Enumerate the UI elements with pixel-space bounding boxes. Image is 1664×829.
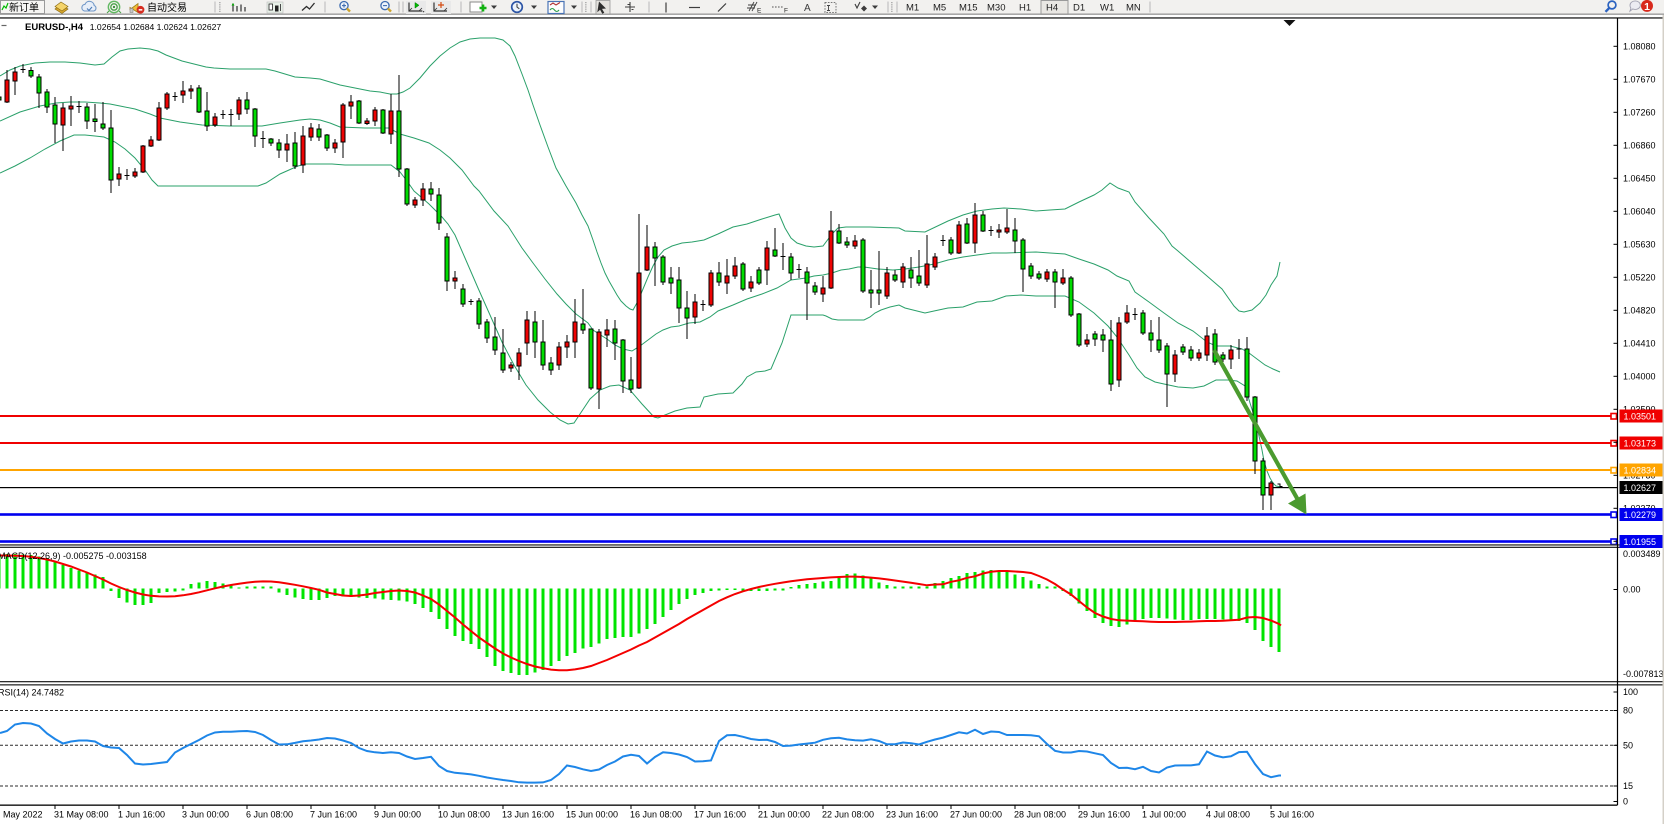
svg-text:May 2022: May 2022 — [3, 810, 43, 820]
svg-text:16 Jun 08:00: 16 Jun 08:00 — [630, 810, 682, 820]
svg-text:1.03501: 1.03501 — [1624, 411, 1657, 421]
svg-text:1.08080: 1.08080 — [1623, 42, 1656, 52]
svg-text:0: 0 — [1623, 797, 1628, 807]
svg-text:29 Jun 16:00: 29 Jun 16:00 — [1078, 810, 1130, 820]
svg-text:1.04000: 1.04000 — [1623, 372, 1656, 382]
svg-text:1.06860: 1.06860 — [1623, 141, 1656, 151]
svg-text:13 Jun 16:00: 13 Jun 16:00 — [502, 810, 554, 820]
svg-text:50: 50 — [1623, 741, 1633, 751]
svg-text:EURUSD-,H4 1.02654 1.02684 1.: EURUSD-,H4 1.02654 1.02684 1.02624 1.026… — [25, 22, 221, 33]
svg-text:W1: W1 — [1100, 3, 1114, 14]
svg-text:10 Jun 08:00: 10 Jun 08:00 — [438, 810, 490, 820]
svg-text:1.07670: 1.07670 — [1623, 75, 1656, 85]
svg-text:15 Jun 00:00: 15 Jun 00:00 — [566, 810, 618, 820]
svg-text:RSI(14) 24.7482: RSI(14) 24.7482 — [0, 688, 64, 698]
svg-text:F: F — [784, 8, 788, 15]
svg-text:M1: M1 — [906, 3, 919, 14]
svg-text:6 Jun 08:00: 6 Jun 08:00 — [246, 810, 293, 820]
svg-text:D1: D1 — [1073, 3, 1085, 14]
svg-text:1.03173: 1.03173 — [1624, 438, 1657, 448]
svg-text:1.02627: 1.02627 — [1624, 483, 1657, 493]
svg-text:H4: H4 — [1046, 3, 1058, 14]
svg-text:1 Jul 00:00: 1 Jul 00:00 — [1142, 810, 1186, 820]
svg-text:A: A — [804, 3, 811, 14]
svg-text:1: 1 — [1644, 1, 1650, 13]
svg-text:0.003489: 0.003489 — [1623, 549, 1661, 559]
svg-text:5 Jul 16:00: 5 Jul 16:00 — [1270, 810, 1314, 820]
svg-text:3 Jun 00:00: 3 Jun 00:00 — [182, 810, 229, 820]
svg-text:21 Jun 00:00: 21 Jun 00:00 — [758, 810, 810, 820]
svg-text:自动交易: 自动交易 — [147, 1, 187, 14]
svg-text:MACD(12,26,9) -0.005275 -0.003: MACD(12,26,9) -0.005275 -0.003158 — [0, 551, 147, 561]
svg-text:1.05220: 1.05220 — [1623, 273, 1656, 283]
svg-text:31 May 08:00: 31 May 08:00 — [54, 810, 109, 820]
svg-text:9 Jun 00:00: 9 Jun 00:00 — [374, 810, 421, 820]
svg-text:M15: M15 — [959, 3, 977, 14]
svg-text:H1: H1 — [1019, 3, 1031, 14]
svg-text:80: 80 — [1623, 706, 1633, 716]
svg-text:28 Jun 08:00: 28 Jun 08:00 — [1014, 810, 1066, 820]
svg-text:1.05630: 1.05630 — [1623, 240, 1656, 250]
svg-text:4 Jul 08:00: 4 Jul 08:00 — [1206, 810, 1250, 820]
svg-text:1.06040: 1.06040 — [1623, 207, 1656, 217]
svg-text:0.00: 0.00 — [1623, 585, 1641, 595]
svg-text:15: 15 — [1623, 781, 1633, 791]
svg-text:7 Jun 16:00: 7 Jun 16:00 — [310, 810, 357, 820]
svg-text:1.06450: 1.06450 — [1623, 174, 1656, 184]
svg-text:新订单: 新订单 — [9, 1, 39, 14]
svg-text:M30: M30 — [987, 3, 1005, 14]
svg-text:1.04410: 1.04410 — [1623, 339, 1656, 349]
svg-text:1.02834: 1.02834 — [1624, 465, 1657, 475]
svg-text:1.01955: 1.01955 — [1624, 537, 1657, 547]
svg-text:M5: M5 — [933, 3, 946, 14]
svg-text:MN: MN — [1126, 3, 1141, 14]
svg-text:1 Jun 16:00: 1 Jun 16:00 — [118, 810, 165, 820]
svg-text:17 Jun 16:00: 17 Jun 16:00 — [694, 810, 746, 820]
svg-text:-0.007813: -0.007813 — [1623, 669, 1664, 679]
svg-text:1.07260: 1.07260 — [1623, 108, 1656, 118]
svg-text:27 Jun 00:00: 27 Jun 00:00 — [950, 810, 1002, 820]
svg-text:1.04820: 1.04820 — [1623, 306, 1656, 316]
svg-text:1.02279: 1.02279 — [1624, 510, 1657, 520]
svg-text:E: E — [757, 8, 762, 15]
svg-text:22 Jun 08:00: 22 Jun 08:00 — [822, 810, 874, 820]
svg-text:23 Jun 16:00: 23 Jun 16:00 — [886, 810, 938, 820]
svg-text:100: 100 — [1623, 687, 1638, 697]
